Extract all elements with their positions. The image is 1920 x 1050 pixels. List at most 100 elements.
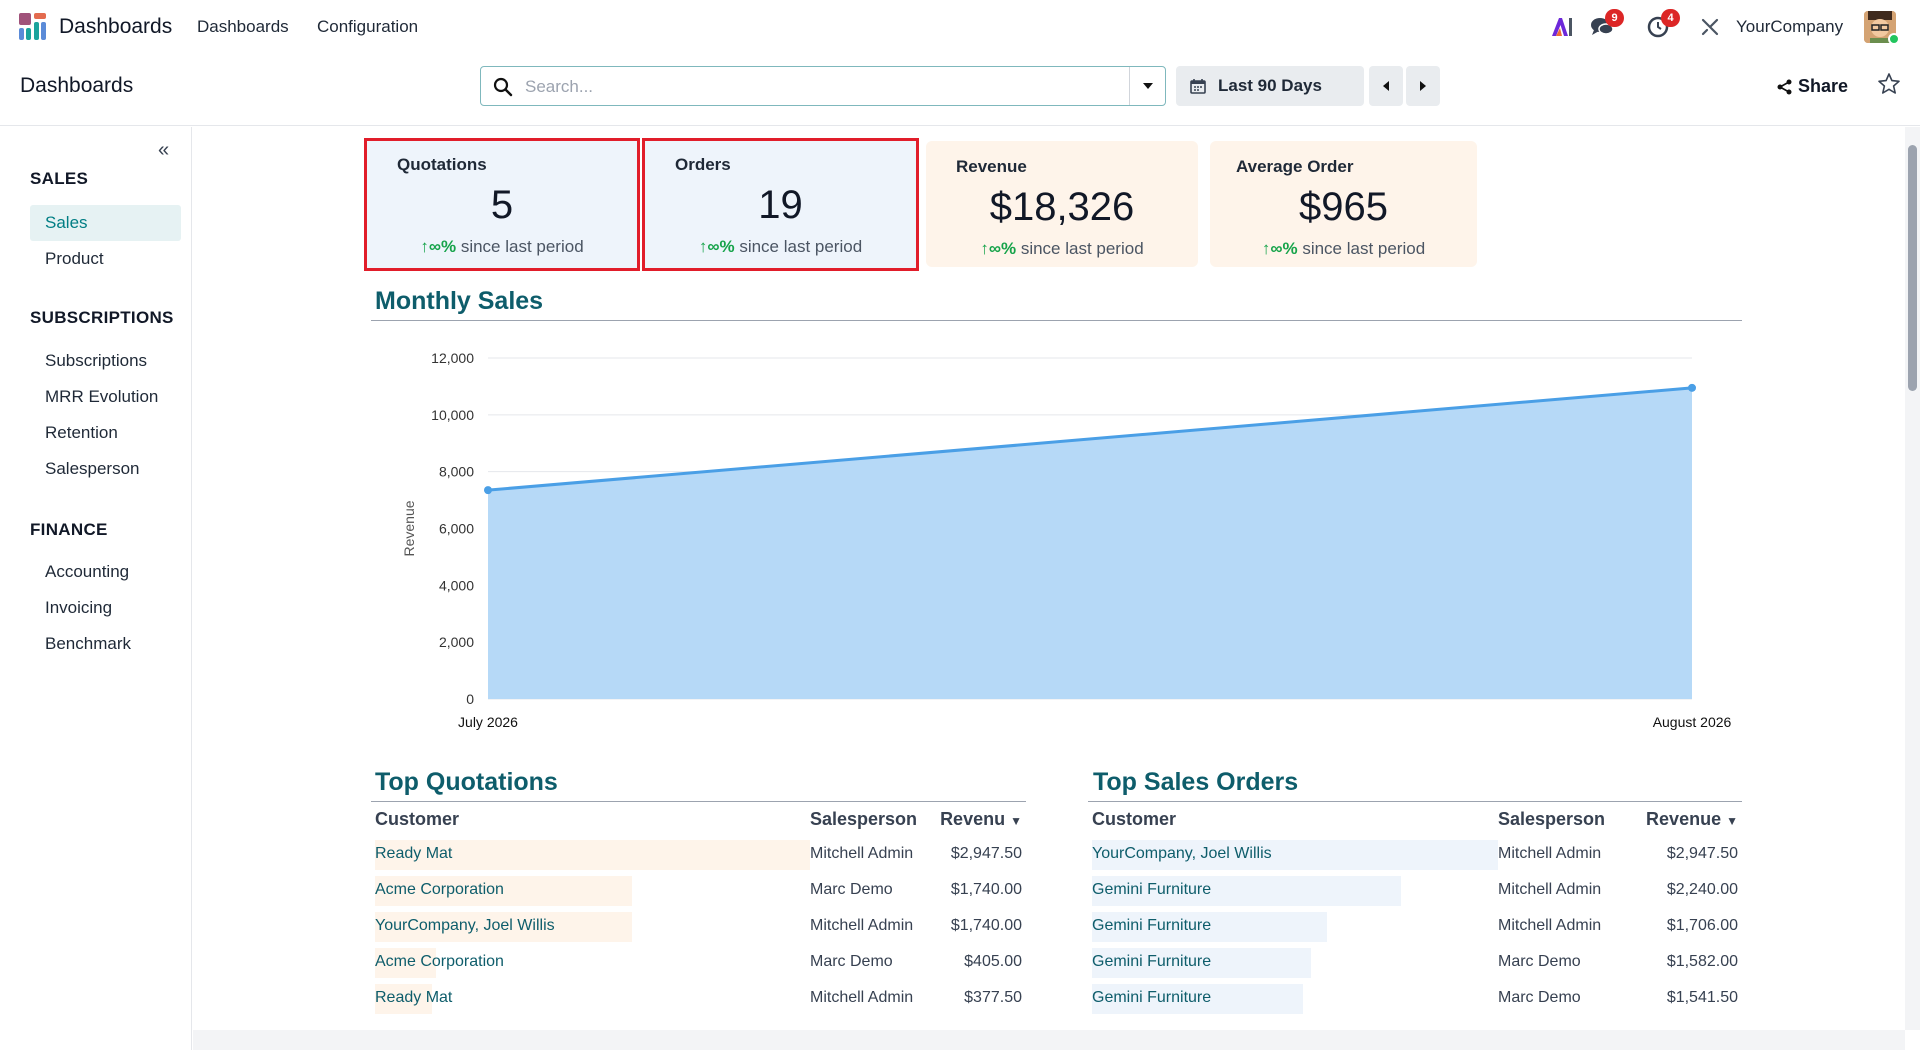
caret-left-icon [1383,81,1389,91]
customer-cell[interactable]: Acme Corporation [371,944,806,980]
table-row[interactable]: Acme Corporation Marc Demo $1,740.00 [371,872,1026,908]
data-point[interactable] [1688,383,1696,392]
menu-configuration[interactable]: Configuration [317,17,419,36]
search-input[interactable] [525,75,1095,99]
customer-cell[interactable]: Gemini Furniture [1088,872,1494,908]
revenue-cell: $2,240.00 [1666,881,1738,898]
table-row[interactable]: Ready Mat Mitchell Admin $377.50 [371,980,1026,1016]
bottom-scroll-area [193,1030,1905,1050]
collapse-sidebar-icon[interactable]: « [158,139,170,161]
data-point[interactable] [484,486,492,495]
customer-link[interactable]: Gemini Furniture [1092,881,1212,898]
share-button[interactable]: Share [1777,76,1848,97]
sidebar-item-subscriptions[interactable]: Subscriptions [45,351,148,370]
column-header-revenue[interactable]: Revenue ▼ [1624,802,1742,836]
kpi-trend-percent: ∞% [1270,239,1298,258]
company-switcher[interactable]: YourCompany [1736,17,1844,36]
kpi-value: 19 [758,183,803,227]
column-header-salesperson[interactable]: Salesperson [1498,808,1606,829]
table-row[interactable]: YourCompany, Joel Willis Mitchell Admin $1… [371,908,1026,944]
table-row[interactable]: Gemini Furniture Marc Demo $1,541.50 [1088,980,1742,1016]
kpi-card-average-order[interactable]: Average Order $965 ↑∞% since last period [1210,141,1477,267]
y-tick-label: 12,000 [431,350,474,366]
search-bar [480,66,1166,106]
table-row[interactable]: Gemini Furniture Mitchell Admin $2,240.00 [1088,872,1742,908]
y-tick-label: 8,000 [439,464,474,480]
sidebar-item-sales[interactable]: Sales [30,205,181,241]
sidebar-item-retention[interactable]: Retention [45,423,118,442]
sidebar-item-invoicing[interactable]: Invoicing [45,598,113,617]
table-row[interactable]: Gemini Furniture Marc Demo $1,582.00 [1088,944,1742,980]
activities-clock-icon[interactable]: 4 [1645,9,1680,40]
kpi-card-revenue[interactable]: Revenue $18,326 ↑∞% since last period [926,141,1198,267]
search-options-toggle[interactable] [1129,67,1165,105]
kpi-value: $965 [1299,185,1388,229]
customer-cell[interactable]: Acme Corporation [371,872,806,908]
dashboards-app-icon[interactable] [19,13,47,41]
customer-cell[interactable]: Ready Mat [371,980,806,1016]
messages-icon[interactable]: 9 [1589,9,1624,40]
table-row[interactable]: Acme Corporation Marc Demo $405.00 [371,944,1026,980]
customer-link[interactable]: Gemini Furniture [1092,917,1212,934]
y-tick-label: 4,000 [439,577,474,593]
section-divider [371,320,1742,321]
sidebar-item-benchmark[interactable]: Benchmark [45,634,131,653]
column-header-salesperson[interactable]: Salesperson [810,808,918,829]
kpi-trend: ↑∞% since last period [1210,239,1477,259]
customer-link[interactable]: Gemini Furniture [1092,989,1212,1006]
previous-period-button[interactable] [1369,66,1403,106]
customer-link[interactable]: Ready Mat [375,989,453,1006]
ai-icon[interactable] [1549,14,1575,40]
sidebar-item-accounting[interactable]: Accounting [45,562,130,581]
kpi-trend-percent: ∞% [988,239,1017,258]
customer-cell[interactable]: YourCompany, Joel Willis [1088,836,1498,872]
customer-link[interactable]: Acme Corporation [375,953,504,970]
series-line [487,386,1693,492]
column-header-customer[interactable]: Customer [375,808,460,829]
table-row[interactable]: YourCompany, Joel Willis Mitchell Admin $2… [1088,836,1742,872]
x-tick-label: July 2026 [458,714,518,730]
revenue-share-bar [375,876,632,906]
user-avatar[interactable] [1864,11,1896,43]
kpi-card-orders[interactable]: Orders 19 ↑∞% since last period [642,138,919,271]
next-period-button[interactable] [1406,66,1440,106]
top-quotations-table: Customer Salesperson Revenu ▼ Ready Mat M… [371,802,1026,1016]
customer-cell[interactable]: Gemini Furniture [1088,980,1494,1016]
customer-cell[interactable]: YourCompany, Joel Willis [371,908,806,944]
share-icon [1777,79,1792,94]
share-label: Share [1798,76,1849,96]
salesperson-cell: Marc Demo [1498,953,1581,970]
top-sales-orders-heading: Top Sales Orders [1093,768,1299,796]
column-header-revenue[interactable]: Revenu ▼ [931,802,1026,836]
sidebar-item-product[interactable]: Product [45,249,104,268]
customer-cell[interactable]: Gemini Furniture [1088,944,1494,980]
kpi-trend-text: since last period [1302,239,1426,258]
customer-link[interactable]: Gemini Furniture [1092,953,1212,970]
salesperson-cell: Mitchell Admin [810,845,914,862]
revenue-share-bar [1092,948,1311,978]
customer-cell[interactable]: Ready Mat [371,836,810,872]
section-title-finance: FINANCE [30,520,108,539]
customer-link[interactable]: YourCompany, Joel Willis [375,917,555,934]
date-filter-button[interactable]: Last 90 Days [1176,66,1364,106]
sidebar-item-mrr-evolution[interactable]: MRR Evolution [45,387,159,406]
customer-cell[interactable]: Gemini Furniture [1088,908,1494,944]
table-row[interactable]: Ready Mat Mitchell Admin $2,947.50 [371,836,1026,872]
salesperson-cell: Mitchell Admin [810,989,914,1006]
debug-tools-icon[interactable] [1697,14,1723,40]
kpi-card-quotations[interactable]: Quotations 5 ↑∞% since last period [364,138,640,271]
menu-dashboards[interactable]: Dashboards [197,17,289,36]
customer-link[interactable]: Acme Corporation [375,881,504,898]
revenue-cell: $2,947.50 [950,845,1022,862]
salesperson-cell: Mitchell Admin [1498,881,1602,898]
customer-link[interactable]: Ready Mat [375,845,453,862]
kpi-trend: ↑∞% since last period [926,239,1198,259]
scrollbar-thumb[interactable] [1908,145,1917,391]
table-row[interactable]: Gemini Furniture Mitchell Admin $1,706.00 [1088,908,1742,944]
app-name[interactable]: Dashboards [59,15,173,38]
customer-link[interactable]: YourCompany, Joel Willis [1092,845,1272,862]
column-header-customer[interactable]: Customer [1092,808,1177,829]
sidebar-item-salesperson[interactable]: Salesperson [45,459,140,478]
favorite-star-icon[interactable] [1877,72,1901,96]
kpi-title: Average Order [1236,157,1354,176]
